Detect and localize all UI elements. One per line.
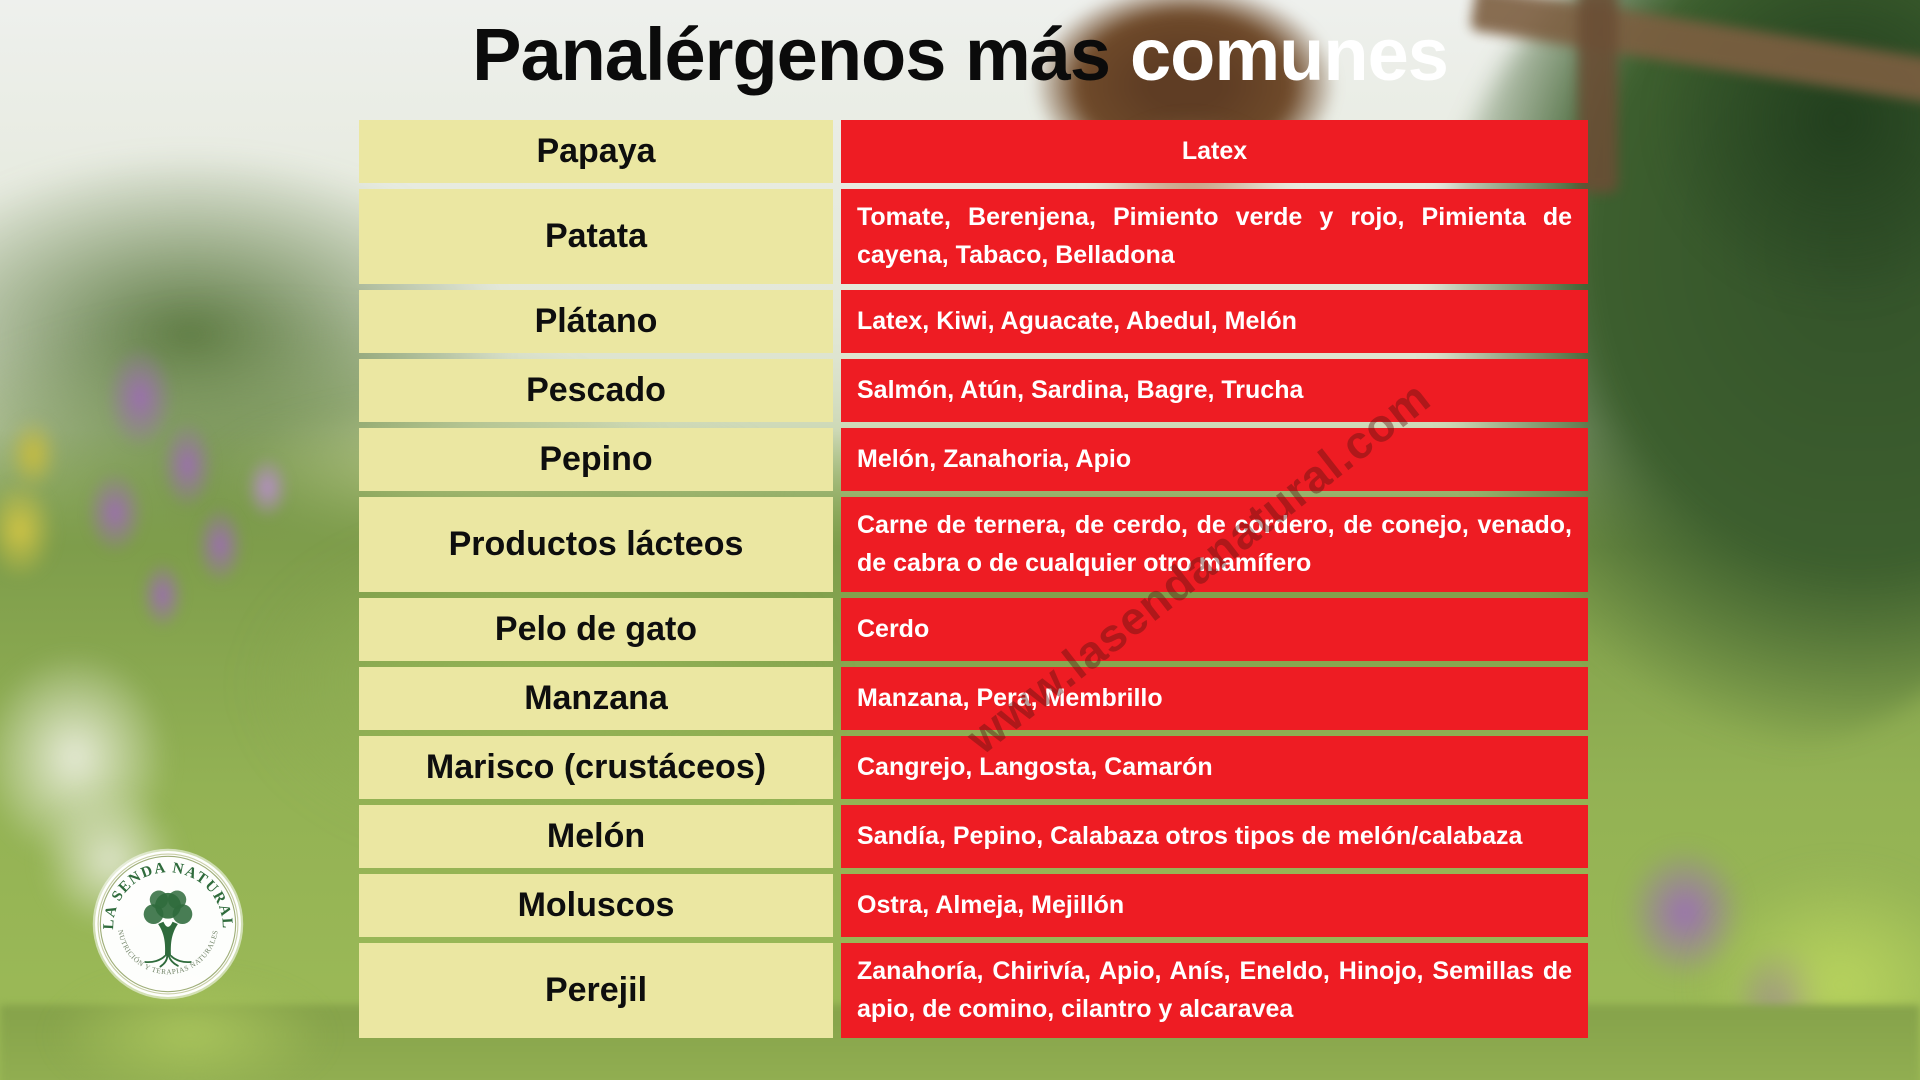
allergen-text: Cerdo [857,614,930,643]
allergen-text: Sandía, Pepino, Calabaza otros tipos de … [857,821,1523,850]
bright-grass-bottom-right [1700,870,1920,1080]
yellow-flowers [8,418,58,490]
allergen-text: Salmón, Atún, Sardina, Bagre, Trucha [857,375,1304,404]
table-row: Papaya Latex [359,120,1588,183]
allergen-text: Melón, Zanahoria, Apio [857,444,1132,473]
purple-flower-bottom-right [1735,945,1830,1050]
purple-flower [160,420,215,510]
allergen-text: Ostra, Almeja, Mejillón [857,890,1125,919]
purple-flower [105,345,175,450]
purple-flower-bottom-right [1625,845,1745,980]
allergen-text: Tomate, Berenjena, Pimiento verde y rojo… [857,203,1572,269]
table-row: Patata Tomate, Berenjena, Pimiento verde… [359,189,1588,284]
food-cell: Pelo de gato [359,598,833,661]
table-row: Pelo de gato Cerdo [359,598,1588,661]
table-row: Melón Sandía, Pepino, Calabaza otros tip… [359,805,1588,868]
allergen-cell: Cangrejo, Langosta, Camarón [841,736,1588,799]
food-cell: Marisco (crustáceos) [359,736,833,799]
allergen-cell: Melón, Zanahoria, Apio [841,428,1588,491]
food-cell: Pescado [359,359,833,422]
allergen-cell: Manzana, Pera, Membrillo [841,667,1588,730]
food-cell: Papaya [359,120,833,183]
allergen-cell: Cerdo [841,598,1588,661]
allergen-cell: Ostra, Almeja, Mejillón [841,874,1588,937]
purple-flower [245,455,290,520]
food-cell: Pepino [359,428,833,491]
food-cell: Manzana [359,667,833,730]
allergen-cell: Salmón, Atún, Sardina, Bagre, Trucha [841,359,1588,422]
table-row: Moluscos Ostra, Almeja, Mejillón [359,874,1588,937]
food-cell: Productos lácteos [359,497,833,592]
food-cell: Plátano [359,290,833,353]
allergen-cell: Tomate, Berenjena, Pimiento verde y rojo… [841,189,1588,284]
allergen-cell: Zanahoría, Chirivía, Apio, Anís, Eneldo,… [841,943,1588,1038]
table-row: Plátano Latex, Kiwi, Aguacate, Abedul, M… [359,290,1588,353]
table-row: Perejil Zanahoría, Chirivía, Apio, Anís,… [359,943,1588,1038]
purple-flower [140,560,185,630]
allergen-text: Latex [1181,136,1248,165]
food-cell: Moluscos [359,874,833,937]
title-white-part: comunes [1130,13,1449,96]
allergen-table: Papaya Latex Patata Tomate, Berenjena, P… [359,120,1588,1038]
allergen-cell: Latex [841,120,1588,183]
yellow-flowers [0,480,55,580]
allergen-cell: Latex, Kiwi, Aguacate, Abedul, Melón [841,290,1588,353]
food-cell: Perejil [359,943,833,1038]
white-flowers [0,650,170,865]
allergen-text: Manzana, Pera, Membrillo [857,683,1163,712]
allergen-text: Latex, Kiwi, Aguacate, Abedul, Melón [857,306,1297,335]
table-row: Productos lácteos Carne de ternera, de c… [359,497,1588,592]
purple-flower [195,505,245,585]
food-cell: Patata [359,189,833,284]
allergen-cell: Sandía, Pepino, Calabaza otros tipos de … [841,805,1588,868]
title-black-part: Panalérgenos más [472,13,1111,96]
page-title: Panalérgenos más comunes [0,14,1920,95]
logo-badge: LA SENDA NATURAL NUTRICIÓN Y TERAPIAS NA… [92,848,244,1000]
purple-flower [85,470,145,555]
allergen-text: Zanahoría, Chirivía, Apio, Anís, Eneldo,… [857,957,1572,1023]
food-cell: Melón [359,805,833,868]
allergen-text: Cangrejo, Langosta, Camarón [857,752,1213,781]
brand-logo: LA SENDA NATURAL NUTRICIÓN Y TERAPIAS NA… [92,848,244,1000]
